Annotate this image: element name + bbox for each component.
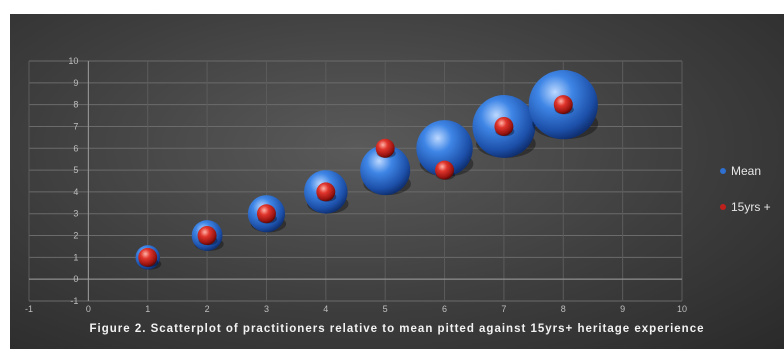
x-tick-label: 6	[442, 304, 447, 314]
x-tick-label: 10	[677, 304, 687, 314]
y-tick-label: 6	[73, 143, 78, 153]
chart-area: -1 0 1 2 3 4 5 6 7 8 9 10 -1 0 1 2 3 4 5 6 7 8 9 10 Mean 15yrs …	[10, 14, 784, 349]
y-tick-label: 3	[73, 209, 78, 219]
fifteen-yrs-bubble	[494, 116, 514, 136]
fifteen-yrs-bubble	[138, 247, 158, 267]
fifteen-yrs-bubble	[375, 138, 395, 158]
y-tick-label: 5	[73, 165, 78, 175]
mean-bubble	[360, 145, 411, 196]
y-tick-label: 7	[73, 121, 78, 131]
fifteen-yrs-bubble	[256, 204, 276, 224]
legend-item-15yrs: 15yrs +	[720, 200, 784, 214]
x-tick-label: -1	[25, 304, 33, 314]
x-tick-label: 0	[86, 304, 91, 314]
y-tick-label: 1	[73, 252, 78, 262]
x-tick-label: 8	[561, 304, 566, 314]
x-tick-label: 5	[383, 304, 388, 314]
mean-bubble	[416, 120, 473, 177]
x-tick-label: 9	[620, 304, 625, 314]
fifteen-yrs-bubble	[435, 160, 455, 180]
bubble-chart: -1 0 1 2 3 4 5 6 7 8 9 10 -1 0 1 2 3 4 5 6 7 8 9 10	[25, 56, 687, 314]
y-tick-label: 8	[73, 100, 78, 110]
y-tick-label: 4	[73, 187, 78, 197]
y-tick-label: -1	[70, 296, 78, 306]
fifteen-yrs-bubble	[316, 182, 336, 202]
legend-label-15yrs: 15yrs +	[731, 200, 771, 214]
fifteen-yrs-bubble	[197, 226, 217, 246]
figure-caption: Figure 2. Scatterplot of practitioners r…	[89, 323, 705, 335]
legend-label-mean: Mean	[731, 164, 762, 178]
x-tick-label: 2	[205, 304, 210, 314]
x-tick-label: 1	[145, 304, 150, 314]
x-tick-label: 7	[501, 304, 506, 314]
x-tick-label: 4	[323, 304, 328, 314]
y-tick-label: 10	[68, 56, 78, 66]
x-tick-label: 3	[264, 304, 269, 314]
y-tick-label: 0	[73, 274, 78, 284]
fifteen-yrs-bubble	[553, 95, 573, 115]
y-tick-label: 9	[73, 78, 78, 88]
legend-marker-mean	[720, 168, 726, 174]
legend: Mean 15yrs +	[720, 164, 784, 236]
legend-item-mean: Mean	[720, 164, 784, 178]
legend-marker-15yrs	[720, 204, 726, 210]
y-tick-label: 2	[73, 231, 78, 241]
